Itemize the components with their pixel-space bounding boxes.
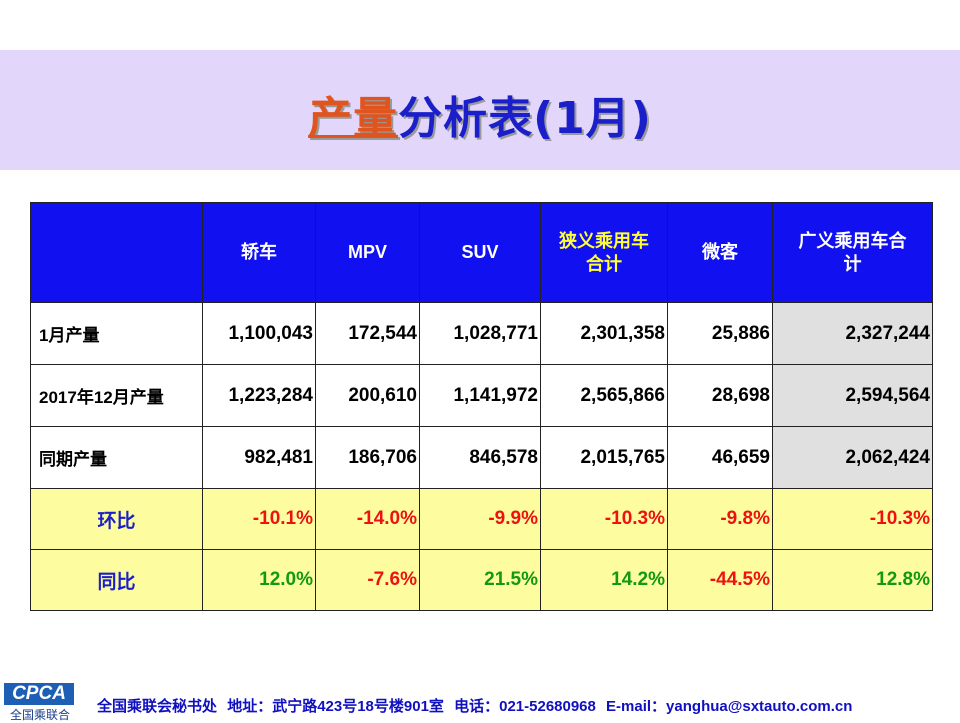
table-cell: 172,544 <box>315 302 420 365</box>
header-cell-sedan: 轿车 <box>202 202 316 303</box>
header-cell-minivan: 微客 <box>667 202 773 303</box>
table-cell: 2,015,765 <box>540 426 668 489</box>
footer-contact: 全国乘联会秘书处 地址：武宁路423号18号楼901室 电话：021-52680… <box>97 695 858 716</box>
title-rest: 分析表(1月) <box>398 93 652 144</box>
production-table: 轿车 MPV SUV 狭义乘用车 合计 微客 广义乘用车合 计 1月产量 1,1… <box>30 202 933 611</box>
table-cell: 1,028,771 <box>419 302 541 365</box>
table-cell: 982,481 <box>202 426 316 489</box>
table-cell: 25,886 <box>667 302 773 365</box>
logo-subtitle: 全国乘联合 <box>9 708 70 722</box>
table-cell: 21.5% <box>419 549 541 611</box>
table-cell: 200,610 <box>315 364 420 427</box>
header-cell-blank <box>30 202 203 303</box>
page-title: 产量分析表(1月) <box>0 82 960 146</box>
footer-address: 地址：武宁路423号18号楼901室 <box>227 698 444 715</box>
table-row: 同比 12.0% -7.6% 21.5% 14.2% -44.5% 12.8% <box>30 549 933 611</box>
table-cell: 28,698 <box>667 364 773 427</box>
table-cell: -10.3% <box>772 488 933 550</box>
row-label: 1月产量 <box>30 302 203 365</box>
table-row: 环比 -10.1% -14.0% -9.9% -10.3% -9.8% -10.… <box>30 488 933 550</box>
header-row: 轿车 MPV SUV 狭义乘用车 合计 微客 广义乘用车合 计 <box>30 202 933 303</box>
table-cell: 2,327,244 <box>772 302 933 365</box>
table-cell: -10.1% <box>202 488 316 550</box>
table-cell: -9.8% <box>667 488 773 550</box>
table-cell: -14.0% <box>315 488 420 550</box>
table-cell: 12.0% <box>202 549 316 611</box>
table-cell: -7.6% <box>315 549 420 611</box>
table-row: 2017年12月产量 1,223,284 200,610 1,141,972 2… <box>30 364 933 427</box>
row-label: 同期产量 <box>30 426 203 489</box>
row-label: 2017年12月产量 <box>30 364 203 427</box>
table-cell: -9.9% <box>419 488 541 550</box>
header-cell-broad-total: 广义乘用车合 计 <box>772 202 933 303</box>
table-cell: 2,062,424 <box>772 426 933 489</box>
table-cell: 2,565,866 <box>540 364 668 427</box>
table-cell: 846,578 <box>419 426 541 489</box>
row-label: 同比 <box>30 549 203 611</box>
table-cell: 2,594,564 <box>772 364 933 427</box>
table-cell: 2,301,358 <box>540 302 668 365</box>
cpca-logo: CPCA 全国乘联合 <box>4 683 76 722</box>
table-cell: 14.2% <box>540 549 668 611</box>
footer-org: 全国乘联会秘书处 <box>97 698 218 715</box>
header-cell-suv: SUV <box>419 202 541 303</box>
table-cell: 186,706 <box>315 426 420 489</box>
header-cell-mpv: MPV <box>315 202 420 303</box>
table-cell: 12.8% <box>772 549 933 611</box>
table-cell: -44.5% <box>667 549 773 611</box>
logo-mark: CPCA <box>4 683 74 705</box>
table-cell: 46,659 <box>667 426 773 489</box>
table-cell: 1,100,043 <box>202 302 316 365</box>
table-cell: 1,141,972 <box>419 364 541 427</box>
table-row: 1月产量 1,100,043 172,544 1,028,771 2,301,3… <box>30 302 933 365</box>
footer-email: E-mail：yanghua@sxtauto.com.cn <box>606 698 853 715</box>
row-label: 环比 <box>30 488 203 550</box>
footer-phone: 电话：021-52680968 <box>454 698 596 715</box>
title-highlight: 产量 <box>308 93 399 144</box>
table-row: 同期产量 982,481 186,706 846,578 2,015,765 4… <box>30 426 933 489</box>
table-cell: -10.3% <box>540 488 668 550</box>
table-cell: 1,223,284 <box>202 364 316 427</box>
header-cell-narrow-total: 狭义乘用车 合计 <box>540 202 668 303</box>
title-banner <box>0 50 960 170</box>
